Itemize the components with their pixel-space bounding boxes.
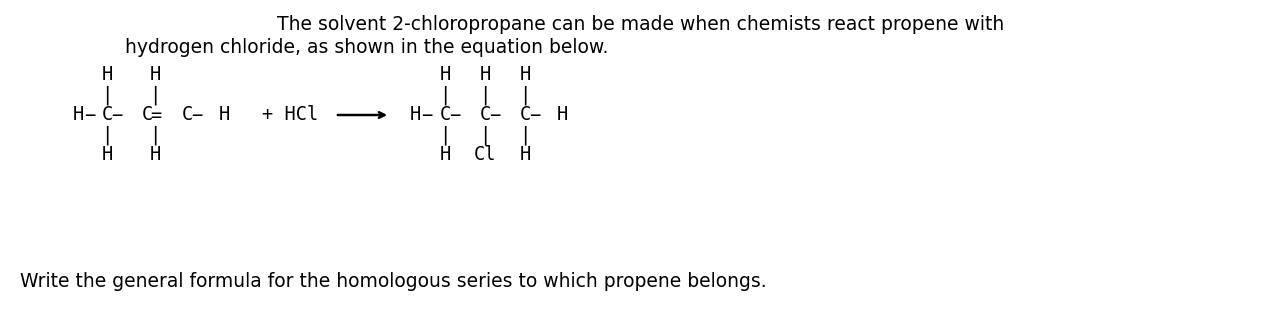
Text: H: H [440, 146, 451, 165]
Text: Write the general formula for the homologous series to which propene belongs.: Write the general formula for the homolo… [21, 272, 767, 291]
Text: |: | [440, 85, 451, 105]
Text: −: − [529, 105, 541, 125]
Text: H: H [150, 65, 160, 85]
Text: The solvent 2-chloropropane can be made when chemists react propene with: The solvent 2-chloropropane can be made … [277, 15, 1005, 34]
Text: C: C [479, 105, 491, 125]
Text: −: − [191, 105, 203, 125]
Text: |: | [519, 85, 531, 105]
Text: H: H [72, 105, 83, 125]
Text: |: | [150, 125, 160, 145]
Text: C: C [141, 105, 153, 125]
Text: C: C [440, 105, 451, 125]
Text: C: C [101, 105, 113, 125]
Text: H: H [218, 105, 229, 125]
Text: hydrogen chloride, as shown in the equation below.: hydrogen chloride, as shown in the equat… [126, 38, 609, 57]
Text: |: | [479, 85, 491, 105]
Text: H: H [440, 65, 451, 85]
Text: −: − [450, 105, 460, 125]
Text: −: − [112, 105, 123, 125]
Text: Cl: Cl [474, 146, 496, 165]
Text: |: | [101, 125, 113, 145]
Text: + HCl: + HCl [262, 105, 318, 125]
Text: H: H [556, 105, 568, 125]
Text: H: H [101, 65, 113, 85]
Text: H: H [519, 146, 531, 165]
Text: |: | [101, 85, 113, 105]
Text: C: C [519, 105, 531, 125]
Text: −: − [422, 105, 432, 125]
Text: C: C [181, 105, 192, 125]
Text: H: H [150, 146, 160, 165]
Text: H: H [479, 65, 491, 85]
Text: |: | [440, 125, 451, 145]
Text: H: H [101, 146, 113, 165]
Text: |: | [150, 85, 160, 105]
Text: −: − [490, 105, 501, 125]
Text: H: H [409, 105, 420, 125]
Text: H: H [519, 65, 531, 85]
Text: −: − [85, 105, 96, 125]
Text: |: | [519, 125, 531, 145]
Text: |: | [479, 125, 491, 145]
Text: =: = [150, 105, 162, 125]
